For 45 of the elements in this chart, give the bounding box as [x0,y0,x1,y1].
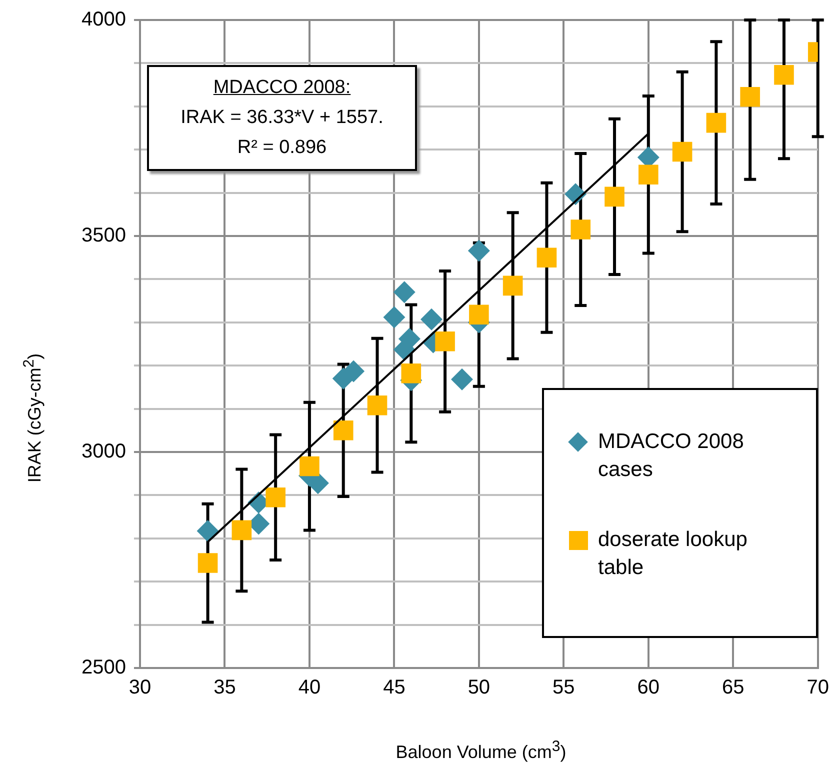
x-tick-label: 30 [128,676,152,699]
point [502,276,523,296]
point [536,248,557,268]
point [774,64,794,85]
point [266,487,286,508]
point [435,332,455,352]
x-tick-label: 35 [214,676,236,699]
point [638,164,658,185]
point [300,456,320,476]
point [450,368,473,390]
point [367,395,388,416]
legend-label: MDACCO 2008 cases [598,429,745,483]
point [740,86,760,107]
point [232,520,252,540]
point [420,308,442,330]
point [706,112,726,133]
point [469,304,489,325]
y-tick-label: 3500 [82,224,126,247]
x-tick-label: 50 [468,676,490,699]
equation-box: MDACCO 2008: IRAK = 36.33*V + 1557. R² = 0.896 [147,65,417,171]
point [570,220,591,240]
point [468,240,490,262]
x-tick-label: 45 [383,676,406,699]
x-tick-label: 55 [552,676,575,699]
point [198,553,218,573]
annotation: R² = 0.896 [236,136,328,160]
point [196,520,219,542]
annotation: MDACCO 2008: [212,76,352,100]
legend-label: doserate lookup table [598,527,748,581]
point [342,360,365,382]
point [383,306,406,328]
point [393,281,416,304]
y-tick-label: 2500 [82,656,126,679]
x-axis-title: Baloon Volume (cm$^{3}$) [394,738,568,763]
y-tick-label: 3000 [82,440,126,463]
point [604,186,624,207]
x-tick-label: 65 [722,676,744,699]
x-tick-label: 70 [806,676,829,699]
x-tick-label: 40 [298,676,321,699]
annotation: IRAK = 36.33*V + 1557. [180,106,384,130]
point [333,420,354,440]
y-tick-label: 4000 [82,8,126,31]
point [401,363,422,384]
point [672,142,692,162]
x-tick-label: 60 [637,676,660,699]
